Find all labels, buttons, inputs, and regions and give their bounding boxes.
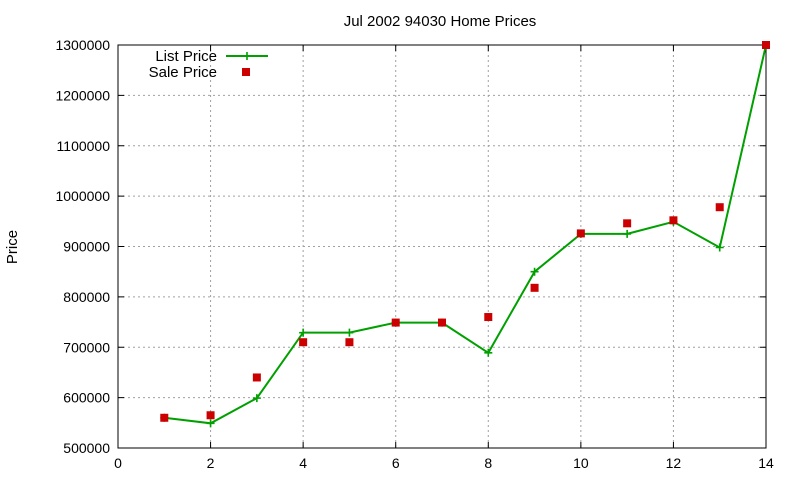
legend-label-list-price: List Price [155,48,217,65]
series-line-list-price [164,44,767,425]
y-tick-label: 1000000 [55,188,110,204]
data-point-sale-price [484,313,493,322]
data-point-sale-price [206,411,215,420]
data-point-sale-price [160,413,169,422]
data-point-list-price [299,328,308,337]
data-point-list-price [345,328,354,337]
data-point-sale-price [391,318,400,327]
y-tick-label: 800000 [63,289,110,305]
x-tick-label: 14 [758,455,774,471]
data-point-sale-price [345,338,354,347]
data-point-sale-price [623,219,632,228]
data-point-sale-price [530,283,539,292]
series [160,41,770,428]
x-tick-label: 0 [114,455,122,471]
data-point-list-price [715,243,724,252]
x-tick-label: 8 [484,455,492,471]
y-tick-label: 500000 [63,440,110,456]
data-point-sale-price [669,216,678,225]
grid [118,45,766,448]
axis-ticks: 0 2 4 6 8 10 12 14 500000 600000 700000 800000 90000… [55,37,774,471]
y-axis-label: Price [4,230,21,264]
y-tick-label: 900000 [63,239,110,255]
legend-label-sale-price: Sale Price [149,64,217,81]
data-point-sale-price [252,373,261,382]
x-tick-label: 6 [392,455,400,471]
data-point-sale-price [299,338,308,347]
y-tick-label: 1300000 [55,37,110,53]
data-point-list-price [484,348,493,357]
legend-marker-sale-price [242,68,250,76]
data-point-list-price [252,394,261,403]
legend-marker-list-price [243,52,251,60]
data-point-sale-price [715,203,724,212]
data-point-sale-price [576,229,585,238]
data-point-sale-price [438,318,446,327]
x-tick-label: 2 [207,455,215,471]
chart-title: Jul 2002 94030 Home Prices [344,13,537,30]
x-tick-label: 4 [299,455,307,471]
x-tick-label: 10 [573,455,589,471]
data-point-list-price [530,267,539,276]
data-point-list-price [623,229,632,238]
y-tick-label: 1200000 [55,87,110,103]
y-tick-label: 1100000 [57,138,111,154]
x-tick-label: 12 [666,455,682,471]
y-tick-label: 700000 [63,339,110,355]
data-point-list-price [206,419,215,428]
data-point-sale-price [762,41,770,49]
y-tick-label: 600000 [63,390,110,406]
